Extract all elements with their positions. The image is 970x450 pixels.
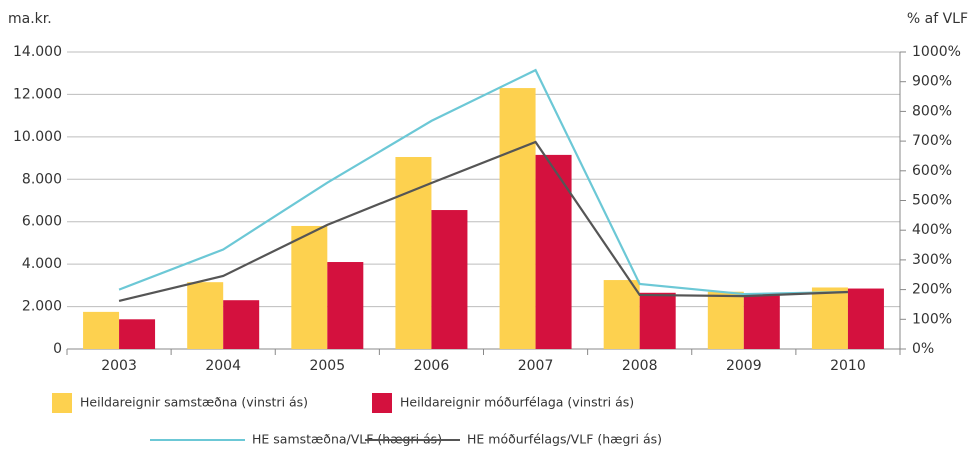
bar [223, 300, 260, 349]
y-tick-label: 4.000 [22, 256, 62, 272]
y2-tick-label: 700% [912, 133, 952, 149]
legend-label: HE samstæðna/VLF (hægri ás) [252, 432, 442, 447]
y2-tick-label: 100% [912, 311, 952, 327]
y-axis-title: ma.kr. [8, 11, 52, 27]
bar [847, 288, 884, 349]
x-tick-label: 2009 [726, 358, 762, 374]
y-tick-label: 0 [53, 341, 62, 357]
y2-axis-title: % af VLF [907, 11, 968, 27]
legend-swatch [372, 393, 392, 413]
bar [431, 210, 468, 349]
y-tick-label: 8.000 [22, 171, 62, 187]
y2-tick-label: 0% [912, 341, 934, 357]
x-tick-label: 2006 [414, 358, 450, 374]
bar [499, 88, 536, 350]
y2-tick-label: 800% [912, 103, 952, 119]
legend-label: HE móðurfélags/VLF (hægri ás) [467, 432, 662, 447]
x-tick-label: 2010 [830, 358, 866, 374]
legend-swatch [52, 393, 72, 413]
y-tick-label: 6.000 [22, 214, 62, 230]
bar [707, 291, 744, 349]
y-tick-label: 12.000 [13, 86, 62, 102]
y-tick-label: 2.000 [22, 299, 62, 315]
bar [743, 293, 780, 349]
y2-tick-label: 400% [912, 222, 952, 238]
y2-tick-label: 1000% [912, 44, 961, 60]
bar [119, 319, 156, 349]
legend-label: Heildareignir samstæðna (vinstri ás) [80, 395, 308, 410]
x-tick-label: 2005 [309, 358, 345, 374]
line [118, 140, 848, 302]
bar [603, 280, 640, 349]
bar [811, 287, 848, 349]
bar [187, 282, 224, 349]
bar [83, 311, 120, 349]
bar [535, 154, 572, 349]
x-tick-label: 2007 [518, 358, 554, 374]
y-tick-label: 10.000 [13, 129, 62, 145]
x-tick-label: 2004 [205, 358, 241, 374]
legend-label: Heildareignir móðurfélaga (vinstri ás) [400, 395, 634, 410]
y2-tick-label: 600% [912, 163, 952, 179]
y2-tick-label: 500% [912, 193, 952, 209]
bar [291, 225, 328, 349]
x-tick-label: 2003 [101, 358, 137, 374]
x-tick-label: 2008 [622, 358, 658, 374]
bar [327, 262, 364, 349]
y2-tick-label: 300% [912, 252, 952, 268]
y2-tick-label: 200% [912, 282, 952, 298]
line [118, 68, 848, 296]
bar [395, 157, 432, 349]
y-tick-label: 14.000 [13, 44, 62, 60]
bar [639, 292, 676, 349]
y2-tick-label: 900% [912, 74, 952, 90]
